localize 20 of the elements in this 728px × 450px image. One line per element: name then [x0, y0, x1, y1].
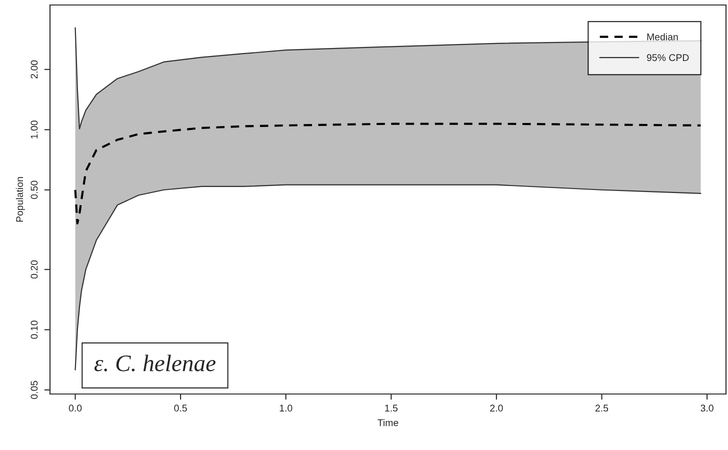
y-tick-label: 2.00 [30, 60, 38, 78]
y-tick-label: 0.50 [30, 180, 38, 199]
y-tick-label: 0.10 [30, 320, 38, 339]
x-tick-label: 2.0 [490, 404, 503, 412]
y-tick-label: 0.05 [30, 380, 38, 399]
line-series [74, 122, 702, 224]
x-tick-label: 1.0 [280, 404, 292, 412]
y-tick-label: 0.20 [30, 260, 38, 279]
x-tick-label: 2.5 [595, 404, 608, 412]
x-axis-title: Time [378, 419, 398, 426]
line-series [74, 184, 702, 370]
x-tick-label: 0.0 [68, 404, 82, 412]
x-tick-label: 3.0 [700, 404, 714, 412]
x-tick-label: 1.5 [385, 404, 398, 412]
x-tick-label: 0.5 [174, 404, 187, 412]
y-tick-label: 1.00 [30, 120, 38, 138]
annotation: ε. C. helenae [94, 354, 216, 372]
legend-label: 95% CPD [646, 54, 689, 62]
y-axis-title: Population [16, 177, 25, 222]
legend-label: Median [647, 33, 678, 40]
